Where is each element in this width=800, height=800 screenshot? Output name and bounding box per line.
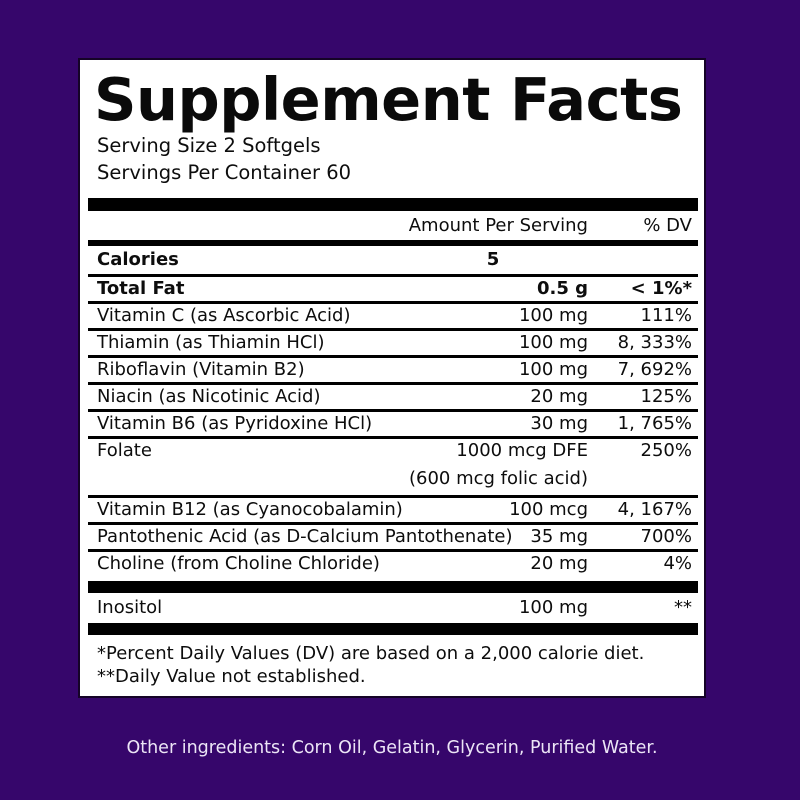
nutrient-amount: 30 mg <box>530 413 588 434</box>
nutrient-amount: 0.5 g <box>536 278 588 299</box>
nutrient-amount: 20 mg <box>530 386 588 407</box>
nutrient-amount: 5 <box>486 249 500 270</box>
nutrient-dv: ** <box>674 597 692 618</box>
table-row: Riboflavin (Vitamin B2) 100 mg 7, 692% <box>88 355 698 382</box>
nutrient-dv: 700% <box>640 526 692 547</box>
nutrient-name: Vitamin B6 (as Pyridoxine HCl) <box>97 413 373 434</box>
nutrient-name: Choline (from Choline Chloride) <box>97 553 380 574</box>
table-row: Choline (from Choline Chloride) 20 mg 4% <box>88 549 698 576</box>
nutrient-name: Vitamin C (as Ascorbic Acid) <box>97 305 351 326</box>
table-row: Vitamin B6 (as Pyridoxine HCl) 30 mg 1, … <box>88 409 698 436</box>
nutrient-amount: 1000 mcg DFE <box>456 440 588 461</box>
footnotes: *Percent Daily Values (DV) are based on … <box>88 642 698 688</box>
table-row: Total Fat 0.5 g < 1%* <box>88 274 698 301</box>
header-dv-label: % DV <box>643 215 692 236</box>
nutrient-dv: 4% <box>663 553 692 574</box>
panel-title: Supplement Facts <box>94 65 683 134</box>
header-amount-label: Amount Per Serving <box>408 215 588 236</box>
table-row: Niacin (as Nicotinic Acid) 20 mg 125% <box>88 382 698 409</box>
supplement-facts-panel: Supplement Facts Serving Size 2 Softgels… <box>78 58 706 698</box>
nutrient-name: Folate <box>97 440 152 461</box>
table-row: Thiamin (as Thiamin HCl) 100 mg 8, 333% <box>88 328 698 355</box>
footnote-daily-values: *Percent Daily Values (DV) are based on … <box>97 643 645 664</box>
nutrient-name: Calories <box>97 249 179 270</box>
serving-info: Serving Size 2 Softgels Servings Per Con… <box>88 132 698 186</box>
nutrient-dv: 4, 167% <box>617 499 692 520</box>
footnote-dv-not-established: **Daily Value not established. <box>97 666 366 687</box>
nutrient-name: Inositol <box>97 597 163 618</box>
nutrient-dv: 8, 333% <box>617 332 692 353</box>
nutrient-amount: 35 mg <box>530 526 588 547</box>
table-row: Inositol 100 mg ** <box>88 593 698 623</box>
spacer <box>88 186 698 198</box>
nutrient-amount: 100 mg <box>518 332 588 353</box>
table-subrow: (600 mcg folic acid) <box>88 463 698 495</box>
nutrient-name: Riboflavin (Vitamin B2) <box>97 359 305 380</box>
other-ingredients: Other ingredients: Corn Oil, Gelatin, Gl… <box>126 738 658 758</box>
nutrient-amount: 20 mg <box>530 553 588 574</box>
table-row: Vitamin B12 (as Cyanocobalamin) 100 mcg … <box>88 495 698 522</box>
nutrient-name: Total Fat <box>97 278 185 299</box>
table-row: Vitamin C (as Ascorbic Acid) 100 mg 111% <box>88 301 698 328</box>
table-header-row: Amount Per Serving % DV <box>88 211 698 240</box>
nutrient-amount: (600 mcg folic acid) <box>408 468 588 489</box>
nutrient-name: Niacin (as Nicotinic Acid) <box>97 386 321 407</box>
nutrient-dv: 1, 765% <box>617 413 692 434</box>
nutrient-dv: < 1%* <box>630 278 692 299</box>
nutrient-amount: 100 mg <box>518 597 588 618</box>
nutrient-dv: 7, 692% <box>617 359 692 380</box>
nutrient-amount: 100 mcg <box>509 499 588 520</box>
nutrient-name: Thiamin (as Thiamin HCl) <box>97 332 325 353</box>
nutrient-amount: 100 mg <box>518 359 588 380</box>
table-row: Folate 1000 mcg DFE 250% <box>88 436 698 463</box>
nutrient-amount: 100 mg <box>518 305 588 326</box>
nutrient-name: Pantothenic Acid (as D-Calcium Pantothen… <box>97 526 513 547</box>
divider-bar-top <box>88 198 698 211</box>
servings-per-container: Servings Per Container 60 <box>97 161 352 184</box>
nutrient-dv: 125% <box>640 386 692 407</box>
nutrient-dv: 250% <box>640 440 692 461</box>
serving-size: Serving Size 2 Softgels <box>97 134 321 157</box>
divider-bar-header <box>88 240 698 246</box>
table-row: Pantothenic Acid (as D-Calcium Pantothen… <box>88 522 698 549</box>
divider-bar-inositol-bottom <box>88 623 698 635</box>
nutrient-name: Vitamin B12 (as Cyanocobalamin) <box>97 499 403 520</box>
divider-bar-inositol-top <box>88 581 698 593</box>
nutrient-dv: 111% <box>640 305 692 326</box>
table-row: Calories 5 <box>88 246 698 274</box>
